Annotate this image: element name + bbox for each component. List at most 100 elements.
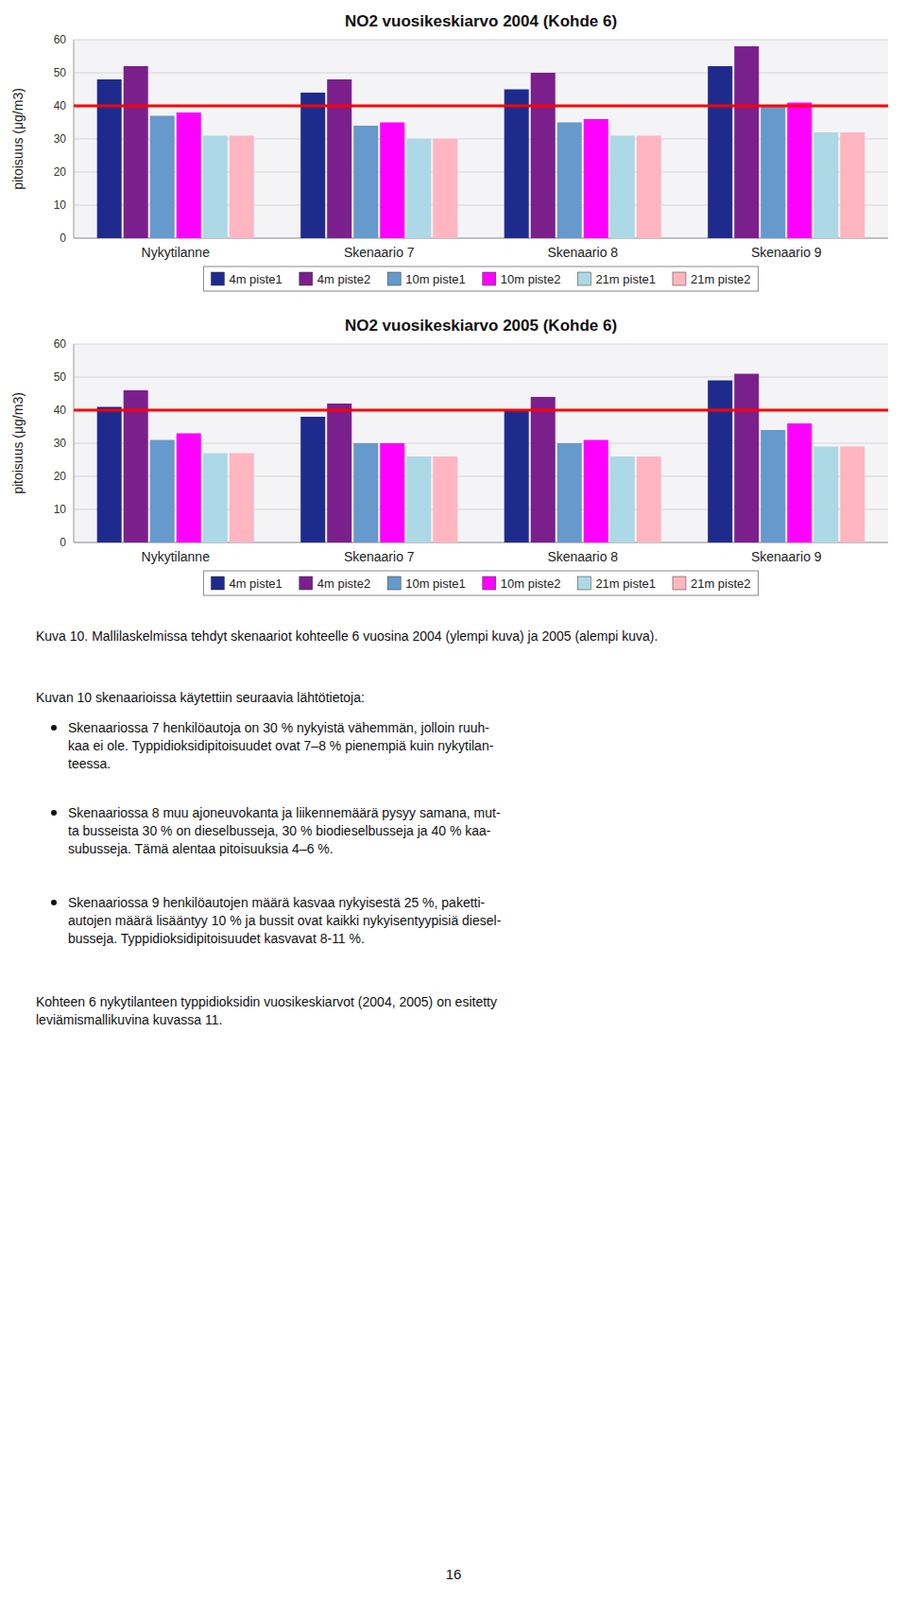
bar — [504, 89, 530, 240]
x-tick-label: Skenaario 8 — [547, 548, 618, 565]
y-tick-label: 10 — [53, 502, 68, 516]
bar — [353, 443, 378, 543]
y-tick-label: 0 — [59, 535, 67, 549]
page: 0102030405060NykytilanneSkenaario 7Skena… — [0, 0, 907, 1600]
bar — [760, 105, 786, 239]
caption-line: Kuva 10. Mallilaskelmissa tehdyt skenaar… — [35, 628, 658, 644]
bullet-text-line: autojen määrä lisääntyy 10 % ja bussit o… — [68, 912, 502, 928]
chart-title: NO2 vuosikeskiarvo 2005 (Kohde 6) — [344, 316, 617, 335]
bullet-text-line: subusseja. Tämä alentaa pitoisuuksia 4–6… — [68, 840, 334, 856]
x-tick-label: Skenaario 7 — [343, 244, 415, 260]
bar — [787, 102, 812, 240]
plot-background — [73, 39, 889, 239]
bullet-text-line: busseja. Typpidioksidipitoisuudet kasvav… — [68, 930, 365, 946]
bullet-dot — [51, 899, 57, 906]
legend-swatch — [482, 576, 497, 590]
bar — [583, 119, 609, 239]
x-tick-label: Nykytilanne — [141, 548, 211, 565]
x-tick-label: Skenaario 9 — [751, 244, 822, 260]
legend-label: 4m piste2 — [317, 272, 371, 287]
intro-text-line: Kuvan 10 skenaarioissa käytettiin seuraa… — [35, 689, 365, 705]
chart: 0102030405060NykytilanneSkenaario 7Skena… — [10, 12, 889, 291]
plot-background — [73, 343, 889, 543]
intro-text: Kuvan 10 skenaarioissa käytettiin seuraa… — [35, 689, 365, 705]
bullet-text: Skenaariossa 9 henkilöautojen määrä kasv… — [68, 894, 502, 946]
grid-line — [73, 343, 889, 345]
legend-label: 10m piste2 — [500, 272, 562, 287]
bar — [150, 440, 175, 544]
legend: 4m piste14m piste210m piste110m piste221… — [203, 570, 758, 596]
bar — [734, 374, 759, 544]
bar — [813, 132, 839, 239]
bar — [760, 429, 786, 543]
bar — [97, 407, 122, 544]
legend-label: 21m piste2 — [690, 576, 752, 591]
grid-line — [73, 39, 889, 41]
bar — [839, 446, 865, 544]
bullet-text-line: ta busseista 30 % on dieselbusseja, 30 %… — [68, 822, 492, 839]
legend-swatch — [672, 272, 686, 286]
bottom-text: Kohteen 6 nykytilanteen typpidioksidin v… — [35, 993, 497, 1027]
y-axis-label: pitoisuus (μg/m3) — [10, 87, 26, 190]
bar — [379, 122, 405, 240]
grid-line — [73, 105, 889, 107]
bullet-dot — [51, 724, 57, 731]
y-tick-label: 0 — [59, 231, 67, 245]
bar — [326, 79, 352, 239]
legend-swatch — [210, 576, 224, 590]
legend-label: 21m piste1 — [595, 272, 656, 287]
x-tick-label: Skenaario 9 — [751, 548, 822, 565]
bar — [229, 453, 255, 544]
y-tick-label: 20 — [53, 165, 68, 179]
legend-swatch — [577, 576, 591, 590]
bar — [203, 453, 228, 544]
bar — [353, 125, 378, 239]
bullet-text: Skenaariossa 8 muu ajoneuvokanta ja liik… — [68, 804, 501, 856]
bar — [610, 456, 635, 543]
grid-line — [73, 376, 889, 378]
y-tick-label: 50 — [53, 66, 68, 80]
legend-frame — [203, 266, 758, 291]
bar — [530, 72, 556, 239]
legend-swatch — [299, 272, 313, 286]
chart-title: NO2 vuosikeskiarvo 2004 (Kohde 6) — [344, 12, 617, 31]
bar — [787, 423, 812, 543]
x-tick-label: Skenaario 8 — [547, 244, 618, 260]
legend: 4m piste1 4m piste2 10m piste1 10m piste2 21… — [203, 266, 758, 291]
bar — [326, 403, 352, 543]
bottom-text-line: leviämismallikuvina kuvassa 11. — [35, 1011, 223, 1027]
bar — [150, 116, 175, 240]
legend-label: 10m piste1 — [405, 272, 466, 287]
y-axis-line — [73, 343, 75, 543]
bullet-text-line: Skenaariossa 9 henkilöautojen määrä kasv… — [68, 894, 486, 910]
bar — [300, 92, 326, 239]
y-tick-label: 20 — [53, 469, 68, 483]
y-tick-label: 30 — [53, 132, 68, 146]
bar — [176, 433, 202, 544]
bar — [530, 396, 556, 543]
chart: 0102030405060NykytilanneSkenaario 7Skena… — [10, 316, 889, 596]
bullet-text-line: Skenaariossa 8 muu ajoneuvokanta ja liik… — [68, 804, 501, 821]
grid-line — [73, 410, 889, 411]
y-axis-label: pitoisuus (μg/m3) — [10, 392, 26, 495]
legend-swatch — [210, 272, 224, 286]
bar — [557, 122, 582, 240]
x-tick-label: Skenaario 7 — [343, 548, 415, 565]
legend-swatch — [387, 576, 401, 590]
page-number: 16 — [445, 1565, 463, 1582]
bar — [813, 446, 839, 544]
bar — [557, 443, 582, 543]
y-tick-label: 30 — [53, 436, 68, 450]
reference-line — [73, 104, 889, 108]
bar — [734, 46, 759, 239]
bar — [300, 416, 326, 543]
bar — [123, 390, 149, 543]
y-tick-label: 60 — [53, 337, 68, 351]
bar — [379, 443, 405, 543]
y-tick-label: 60 — [53, 33, 68, 47]
bar — [707, 66, 733, 239]
legend-label: 4m piste1 — [228, 272, 282, 287]
bar — [583, 440, 609, 544]
bar — [406, 138, 431, 239]
bullet-text-line: Skenaariossa 7 henkilöautoja on 30 % nyk… — [68, 719, 490, 736]
